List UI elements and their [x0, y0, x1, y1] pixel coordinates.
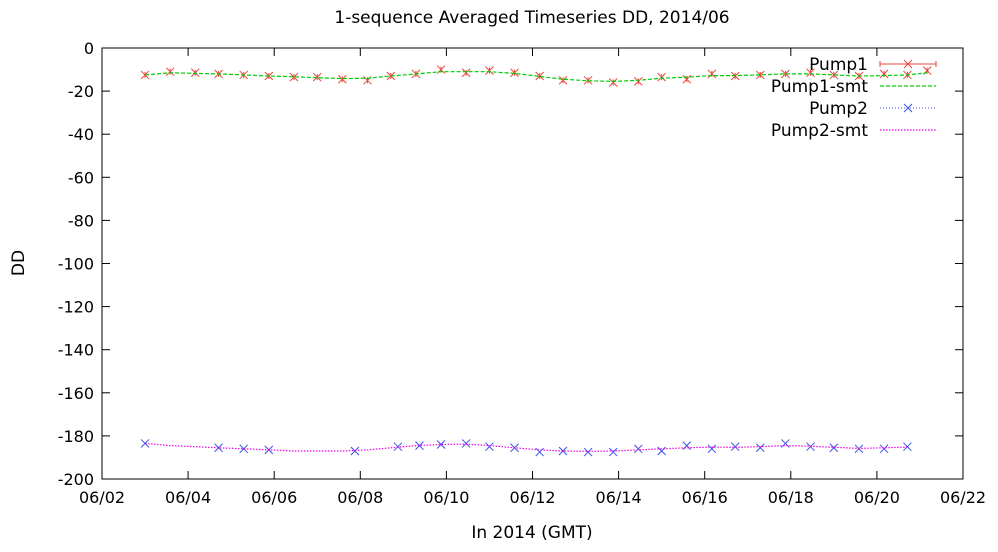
pump1-point — [829, 70, 839, 80]
pump1-point — [165, 67, 175, 77]
pump2-point — [829, 443, 839, 453]
y-tick-label: -20 — [68, 82, 94, 101]
pump1-point — [806, 68, 815, 78]
series-layer — [140, 65, 932, 457]
pump1-point — [461, 68, 471, 78]
pump2-point — [239, 444, 249, 454]
pump1-point — [707, 69, 717, 79]
pump2-point — [140, 439, 150, 448]
pump1-point — [510, 68, 519, 78]
pump2-point — [879, 444, 889, 454]
x-tick-label: 06/22 — [940, 488, 986, 507]
y-tick-label: -100 — [58, 255, 94, 274]
pump2-point — [682, 441, 692, 450]
pump1-point — [485, 66, 494, 75]
y-tick-label: -120 — [58, 298, 94, 317]
y-tick-label: -160 — [58, 384, 94, 403]
pump2-point — [781, 439, 790, 448]
pump2-point — [558, 446, 568, 456]
pump1-point — [633, 77, 643, 86]
legend-marker-pump1 — [903, 59, 913, 69]
x-tick-label: 06/06 — [251, 488, 297, 507]
x-tick-label: 06/16 — [682, 488, 728, 507]
chart-title: 1-sequence Averaged Timeseries DD, 2014/… — [334, 8, 729, 28]
pump1-point — [535, 71, 545, 81]
pump2-point — [583, 447, 593, 457]
legend-label-pump2-smt: Pump2-smt — [771, 121, 868, 141]
pump2-point — [608, 447, 618, 457]
x-tick-label: 06/14 — [596, 488, 642, 507]
pump2-point — [633, 444, 643, 454]
pump2-point — [485, 442, 494, 452]
y-tick-label: 0 — [84, 39, 94, 58]
pump2-point — [214, 443, 223, 453]
pump2-smt-line — [145, 442, 908, 453]
y-tick-label: -180 — [58, 427, 94, 446]
pump1-point — [657, 72, 667, 82]
pump2-point — [535, 447, 545, 457]
legend-label-pump1: Pump1 — [809, 55, 868, 75]
y-tick-label: -200 — [58, 470, 94, 489]
pump1-smt-line — [145, 71, 928, 83]
y-axis-label: DD — [9, 250, 29, 276]
pump1-point — [190, 68, 200, 78]
pump1-point — [682, 74, 692, 84]
x-tick-label: 06/12 — [509, 488, 555, 507]
legend-label-pump1-smt: Pump1-smt — [771, 77, 868, 97]
pump1-point — [312, 72, 322, 82]
pump1-point — [338, 74, 347, 84]
pump1-point — [583, 75, 593, 85]
x-tick-label: 06/10 — [423, 488, 469, 507]
pump1-point — [436, 65, 446, 74]
y-tick-label: -40 — [68, 125, 94, 144]
pump1-point — [879, 69, 889, 79]
pump2-point — [707, 444, 717, 454]
x-tick-label: 06/20 — [854, 488, 900, 507]
pump2-point — [461, 439, 471, 448]
pump2-point — [436, 440, 446, 449]
x-tick-label: 06/02 — [79, 488, 125, 507]
pump1-point — [140, 70, 150, 80]
y-tick-label: -140 — [58, 341, 94, 360]
pump2-point — [730, 442, 740, 452]
y-tick-label: -80 — [68, 211, 94, 230]
y-tick-label: -60 — [68, 168, 94, 187]
axis-ticks: 06/02 06/04 06/06 06/08 06/10 06/12 06/14 06/16… — [58, 39, 986, 507]
pump2-point — [755, 443, 765, 453]
x-tick-label: 06/08 — [337, 488, 383, 507]
pump1-point — [558, 75, 568, 85]
pump1-point — [608, 78, 618, 87]
pump1-point — [781, 69, 790, 79]
pump1-point — [289, 72, 299, 82]
legend-marker-pump2 — [903, 103, 913, 113]
pump1-point — [386, 71, 396, 81]
pump2-point — [903, 442, 912, 452]
x-tick-label: 06/18 — [768, 488, 814, 507]
x-axis-label: In 2014 (GMT) — [471, 523, 592, 543]
legend-label-pump2: Pump2 — [809, 99, 868, 119]
x-tick-label: 06/04 — [165, 488, 211, 507]
pump1-point — [755, 70, 765, 80]
pump2-point — [415, 441, 424, 450]
